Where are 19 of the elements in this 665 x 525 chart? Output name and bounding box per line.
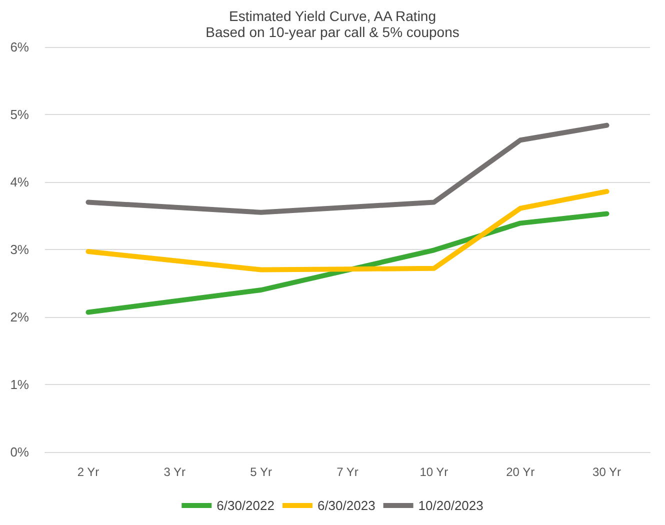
x-tick-label: 2 Yr (77, 465, 100, 479)
y-tick-label: 6% (10, 40, 30, 54)
legend-label: 10/20/2023 (418, 498, 484, 513)
legend-label: 6/30/2022 (216, 498, 274, 513)
x-tick-label: 5 Yr (250, 465, 272, 479)
legend-label: 6/30/2023 (317, 498, 376, 513)
chart-title: Estimated Yield Curve, AA Rating (229, 8, 436, 24)
y-tick-label: 4% (10, 174, 30, 190)
y-tick-label: 5% (10, 107, 30, 122)
y-tick-label: 3% (10, 242, 30, 257)
chart-subtitle: Based on 10-year par call & 5% coupons (206, 24, 460, 40)
x-tick-label: 7 Yr (336, 465, 358, 479)
x-tick-label: 20 Yr (506, 465, 535, 479)
x-tick-label: 10 Yr (420, 465, 448, 479)
x-tick-label: 30 Yr (592, 465, 622, 479)
y-tick-label: 1% (10, 377, 30, 392)
x-tick-label: 3 Yr (164, 465, 186, 479)
y-tick-label: 2% (10, 310, 30, 324)
y-tick-label: 0% (10, 444, 30, 460)
